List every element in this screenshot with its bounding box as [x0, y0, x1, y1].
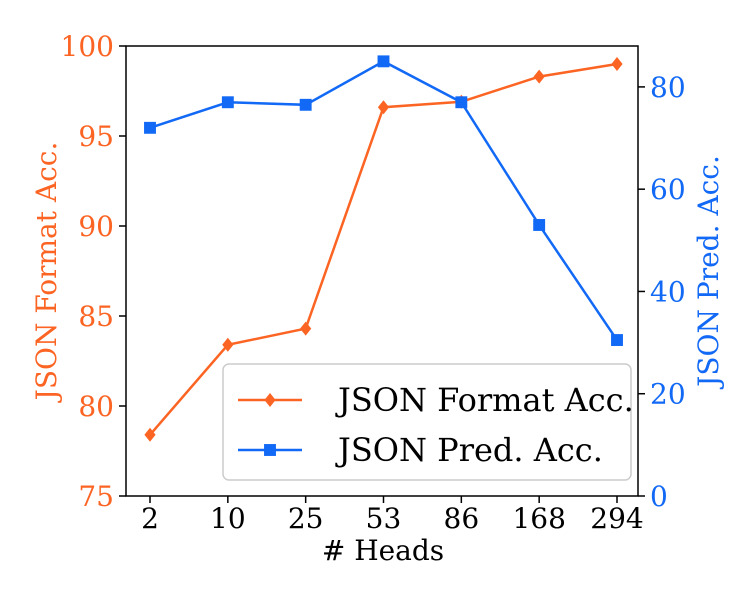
- x-tick-label: 2: [141, 502, 159, 535]
- left-tick-label: 80: [78, 390, 114, 423]
- data-point: [222, 337, 234, 352]
- legend-marker: [264, 393, 276, 407]
- legend-marker: [264, 444, 276, 456]
- right-tick-label: 60: [650, 173, 686, 206]
- legend-label: JSON Pred. Acc.: [335, 431, 603, 469]
- x-tick-label: 294: [590, 502, 643, 535]
- data-point: [611, 334, 623, 346]
- series-pred-acc: [144, 55, 623, 346]
- x-axis: 2 10 25 53 86 168 294: [141, 496, 644, 535]
- x-tick-label: 10: [210, 502, 246, 535]
- right-axis-title: JSON Pred. Acc.: [692, 155, 725, 390]
- left-axis: 75 80 85 90 95 100: [61, 30, 126, 513]
- plot-area: [125, 45, 639, 497]
- data-point: [533, 69, 545, 84]
- data-point: [611, 57, 623, 71]
- legend-label: JSON Format Acc.: [335, 381, 634, 419]
- x-tick-label: 86: [444, 502, 480, 535]
- data-point: [300, 321, 312, 336]
- series-format-acc: [144, 57, 623, 442]
- right-tick-label: 20: [650, 378, 686, 411]
- x-tick-label: 168: [512, 502, 565, 535]
- plot-frame: [125, 45, 639, 497]
- x-tick-label: 25: [288, 502, 324, 535]
- left-tick-label: 75: [78, 480, 114, 513]
- data-point: [144, 121, 156, 134]
- data-point: [144, 427, 156, 442]
- data-point: [221, 96, 234, 109]
- right-axis: 0 20 40 60 80: [638, 71, 686, 513]
- x-tick-label: 53: [366, 502, 402, 535]
- right-tick-label: 80: [650, 71, 686, 104]
- data-point: [377, 55, 390, 68]
- data-point: [299, 98, 312, 111]
- right-tick-label: 0: [650, 480, 668, 513]
- legend-item: JSON Pred. Acc.: [238, 431, 603, 469]
- left-tick-label: 95: [78, 120, 114, 153]
- legend-item: JSON Format Acc.: [238, 381, 634, 419]
- right-tick-label: 40: [650, 275, 686, 308]
- x-axis-title: # Heads: [322, 534, 444, 567]
- left-tick-label: 90: [78, 210, 114, 243]
- legend: JSON Format Acc. JSON Pred. Acc.: [222, 363, 634, 481]
- left-tick-label: 100: [61, 30, 114, 63]
- data-point: [377, 100, 390, 115]
- data-point: [455, 96, 468, 109]
- data-point: [533, 219, 546, 231]
- legend-box: [222, 363, 632, 481]
- left-tick-label: 85: [78, 300, 114, 333]
- left-axis-title: JSON Format Acc.: [30, 142, 63, 404]
